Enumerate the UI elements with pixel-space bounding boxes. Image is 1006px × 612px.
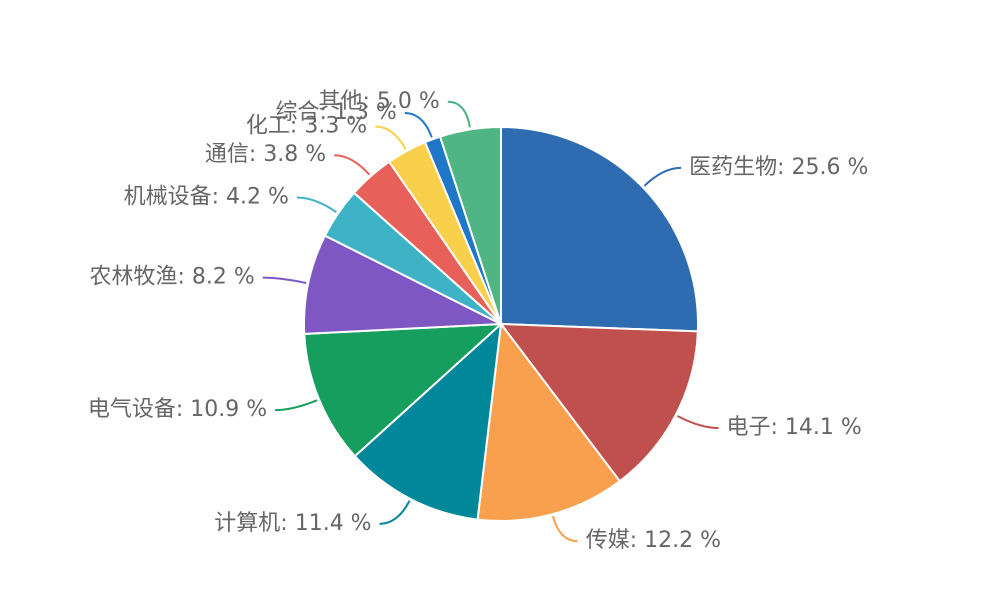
slice-5-label: 电气设备: 10.9 % xyxy=(88,397,267,422)
slice-7-leader xyxy=(296,196,337,213)
slice-10-leader xyxy=(404,112,433,138)
slice-8-leader xyxy=(334,154,371,176)
slice-6-label: 农林牧渔: 8.2 % xyxy=(90,265,255,290)
slice-2-leader xyxy=(676,415,719,430)
slice-1 xyxy=(500,125,699,333)
slice-1-label: 医药生物: 25.6 % xyxy=(689,155,868,180)
slice-6 xyxy=(303,234,505,335)
slice-6-leader xyxy=(262,276,307,285)
pie-slices xyxy=(303,125,699,522)
slice-11-label: 其他: 5.0 % xyxy=(319,89,440,114)
slice-2-label: 电子: 14.1 % xyxy=(727,415,862,440)
slice-10-label: 综合: 1.3 % xyxy=(275,100,396,125)
slice-11-leader xyxy=(447,100,471,128)
slice-3 xyxy=(476,321,622,522)
slice-labels: 医药生物: 25.6 % 电子: 14.1 % 传媒: 12.2 % 计算机: 11.… xyxy=(88,89,869,553)
slice-9-label: 化工: 3.3 % xyxy=(246,113,367,138)
leader-lines xyxy=(262,100,719,543)
slice-5-leader xyxy=(275,399,318,412)
slice-7-label: 机械设备: 4.2 % xyxy=(124,185,289,210)
slice-4 xyxy=(353,321,503,521)
slice-4-label: 计算机: 11.4 % xyxy=(214,511,371,536)
slice-11 xyxy=(438,125,502,325)
slice-9-leader xyxy=(375,125,407,150)
slice-3-leader xyxy=(551,515,578,543)
slice-4-leader xyxy=(379,500,411,525)
slice-5 xyxy=(303,322,504,458)
slice-8-label: 通信: 3.8 % xyxy=(205,142,326,167)
slice-1-leader xyxy=(643,166,682,187)
slice-3-label: 传媒: 12.2 % xyxy=(586,528,721,553)
slice-2 xyxy=(498,322,699,483)
